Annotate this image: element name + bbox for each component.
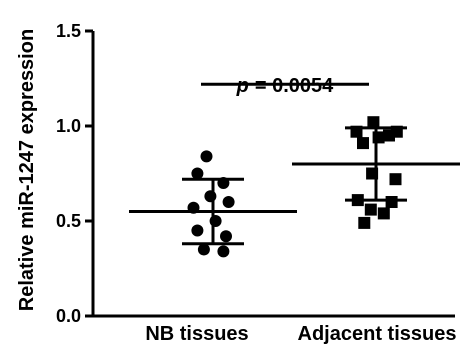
data-point-circle (197, 243, 210, 256)
data-point-circle (209, 215, 222, 227)
data-point-square (357, 137, 369, 150)
y-tick-label: 1.5 (56, 21, 81, 41)
data-point-circle (200, 150, 213, 163)
data-point-square (350, 125, 363, 138)
y-tick-label: 0.5 (56, 211, 81, 231)
y-axis-label: Relative miR-1247 expression (16, 29, 38, 311)
y-tick-label: 0.0 (56, 306, 81, 326)
data-points (187, 116, 403, 258)
category-label-nb: NB tissues (145, 323, 248, 345)
data-point-circle (217, 177, 230, 189)
data-point-square (351, 194, 364, 207)
data-point-square (389, 173, 402, 186)
data-point-circle (191, 224, 204, 237)
data-point-circle (191, 167, 204, 180)
y-tick-label: 1.0 (56, 116, 81, 136)
p-symbol: p (236, 75, 249, 97)
data-point-circle (187, 201, 200, 214)
data-point-square (385, 196, 398, 208)
data-point-square (372, 131, 385, 144)
data-point-circle (222, 196, 235, 208)
data-point-circle (204, 190, 217, 203)
data-point-square (367, 116, 380, 129)
p-value: = 0.0054 (255, 75, 334, 97)
y-ticks: 0.0 0.5 1.0 1.5 (56, 21, 93, 326)
p-value-annotation: p = 0.0054 (236, 75, 335, 97)
data-point-square (364, 203, 377, 216)
category-label-adjacent: Adjacent tissues (298, 323, 457, 345)
data-point-square (358, 216, 371, 229)
data-point-circle (220, 230, 232, 243)
data-point-square (383, 129, 395, 142)
data-point-circle (217, 245, 230, 258)
data-point-square (377, 207, 390, 220)
error-bars (129, 126, 460, 246)
data-point-square (366, 167, 379, 180)
axes (91, 31, 455, 318)
